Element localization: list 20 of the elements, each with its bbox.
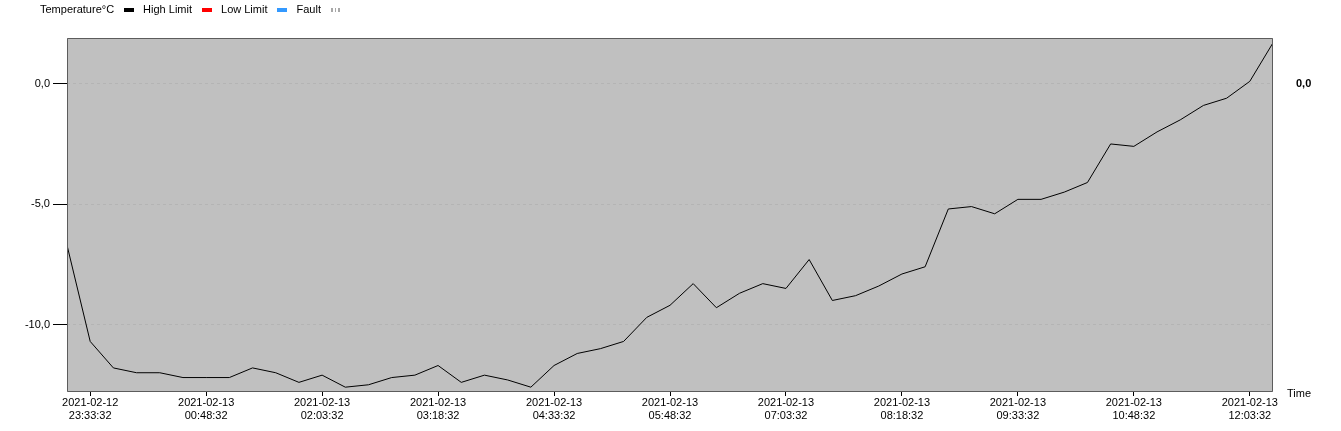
x-tick-label: 2021-02-13 03:18:32 [409,395,467,421]
legend-label: Fault [296,3,321,16]
x-tick-label: 2021-02-13 10:48:32 [1105,395,1162,421]
x-tick-label: 2021-02-12 23:33:32 [62,395,119,421]
x-tick-label: 2021-02-13 12:03:32 [1221,395,1278,421]
legend-label: High Limit [143,3,193,16]
text: 0,0 [1296,77,1312,90]
x-tick-label: 2021-02-13 04:33:32 [525,395,583,421]
x-tick-label: 2021-02-13 05:48:32 [641,395,699,421]
legend-label: Low Limit [221,3,268,16]
legend-label: Temperature°C [40,3,115,16]
x-tick-label: 2021-02-13 08:18:32 [873,395,931,421]
x-tick-label: 2021-02-13 00:48:32 [178,395,235,421]
x-tick-label: 2021-02-13 07:03:32 [757,395,815,421]
x-tick-label: 2021-02-13 09:33:32 [989,395,1047,421]
y-tick-label: -5,0 [31,197,50,210]
y-tick-label: -10,0 [24,317,50,330]
y-tick-label: 0,0 [34,76,50,89]
x-axis-title: Time [1287,387,1312,400]
x-tick-label: 2021-02-13 02:03:32 [293,395,351,421]
